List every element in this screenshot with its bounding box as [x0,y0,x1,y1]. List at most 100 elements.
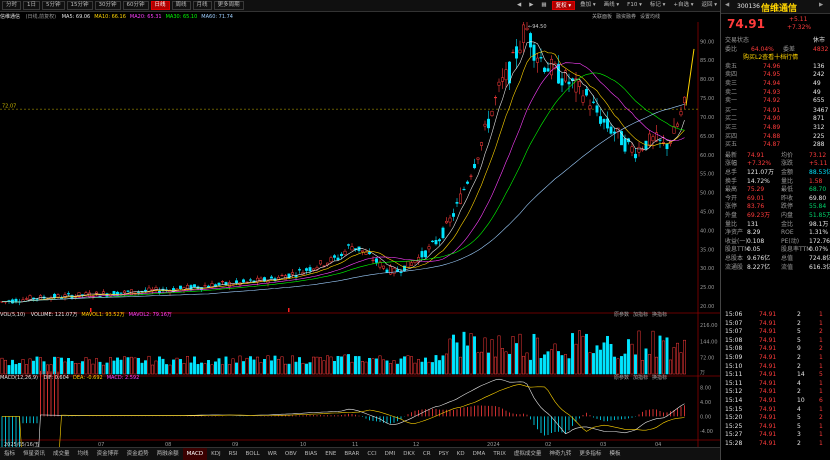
indicator-tab[interactable]: 虚拟成交量 [513,450,542,457]
volume-bar [480,351,483,375]
indicator-tab[interactable]: CCI [367,450,377,457]
period-tab[interactable]: 更多周期 [213,1,244,10]
indicator-tab[interactable]: 资金博弈 [96,450,119,457]
volume-bar [74,363,77,375]
volume-bar [364,361,368,375]
indicator-tab[interactable]: PSY [438,450,449,457]
price-tick: 85.00 [700,58,714,64]
quote-cell: 涨幅 [725,160,738,168]
volume-bar [109,357,112,375]
indicator-tab[interactable]: 两融余额 [156,450,179,457]
volume-bar [343,354,347,375]
indicator-tab[interactable]: DMI [384,450,396,457]
period-tab[interactable]: 1日 [23,1,41,10]
candle-body [595,105,599,113]
indicator-tab[interactable]: 神奇九转 [549,450,572,457]
volume-bar [158,356,161,375]
volume-bar [371,358,375,375]
tick-row: 15:12 74.91 2 1 [725,388,829,396]
grid-icon[interactable]: ▦ [541,2,547,8]
volume-bar [102,364,105,375]
indicator-tab[interactable]: 更多指标 [579,450,602,457]
volume-bar [340,356,343,375]
volume-bar [644,348,648,375]
panel-link[interactable]: 加指标 [633,312,649,318]
panel-link[interactable]: 换指标 [652,312,668,318]
back-arrow-icon[interactable]: ◀ [725,2,730,8]
date-tick: 10 [300,442,306,447]
period-tab[interactable]: 60分钟 [122,1,149,10]
indicator-tab[interactable]: CR [422,450,431,457]
volume-bar [133,357,137,375]
panel-link[interactable]: 关联面板 [592,14,613,20]
indicator-tab[interactable]: 资金趋势 [126,450,149,457]
macd-bars [1,370,685,447]
indicator-tab[interactable]: 均线 [77,450,89,457]
toolbar-action[interactable]: 叠加 ▾ [580,2,596,8]
indicator-tab[interactable]: MACD [182,447,208,460]
period-tab[interactable]: 15分钟 [66,1,93,10]
period-tab[interactable]: 5分钟 [42,1,65,10]
level2-row[interactable]: 购买L2查看十档行情 [725,54,829,62]
quote-cell: 74.91 [759,328,777,336]
period-tab[interactable]: 日线 [150,1,170,10]
quote-cell: 74.91 [759,311,777,318]
panel-link[interactable]: 原参数 [614,375,630,381]
date-label: 2025/05/16/五 [4,442,40,447]
back-icon[interactable]: ◀ [516,2,522,8]
panel-link[interactable]: 设置均线 [640,14,661,20]
indicator-tab[interactable]: BIAS [304,450,318,457]
stat-row: 总手 121.07万 金额 88.53亿 [725,169,830,177]
indicator-tab[interactable]: KD [456,450,465,457]
panel-link[interactable]: 原参数 [614,312,630,318]
period-tab[interactable]: 周线 [171,1,191,10]
toolbar-action[interactable]: 标记 ▾ [649,2,666,8]
candle-body [469,175,473,177]
indicator-tab[interactable]: KDJ [211,450,221,457]
candle-body [438,239,441,242]
indicator-tab[interactable]: 恒星资讯 [23,450,46,457]
volume-bar [175,357,179,375]
panel-link[interactable]: 融资融券 [616,14,637,20]
volume-bar [119,359,123,375]
candle-body [459,193,462,204]
candle-body [329,257,333,263]
toolbar-action[interactable]: 画线 ▾ [603,2,620,8]
indicator-tab[interactable]: DKX [403,450,415,457]
volume-bar [186,356,189,375]
quote-cell: 5 [819,371,823,379]
indicator-tab[interactable]: WR [267,450,277,457]
indicator-tab[interactable]: ENE [325,450,337,457]
bid-row: 买一 74.91 3467 [725,107,829,115]
indicator-tab[interactable]: OBV [284,450,297,457]
indicator-tab[interactable]: BOLL [245,450,260,457]
next-arrow-icon[interactable]: ▶ [819,2,824,8]
toolbar-action[interactable]: 复权 ▾ [551,1,576,10]
indicator-tab[interactable]: 模板 [609,450,621,457]
indicator-tab[interactable]: DMA [472,450,486,457]
toolbar-action[interactable]: +自选 ▾ [673,2,694,8]
volume-bar [473,336,476,375]
panel-link[interactable]: 换指标 [652,375,668,381]
forward-icon[interactable]: ▶ [529,2,534,8]
indicator-tab[interactable]: 成交量 [53,450,70,457]
candle-body [298,269,301,271]
toolbar-action[interactable]: F10 ▾ [627,2,642,8]
candle-body [137,291,140,293]
quote-cell: 最新 [725,151,738,159]
indicator-tab[interactable]: BRAR [344,450,360,457]
quote-cell: 74.91 [759,345,777,353]
indicator-tab[interactable]: 指标 [4,450,16,457]
toolbar-action[interactable]: 返回 ▾ [701,2,717,8]
period-tab[interactable]: 30分钟 [94,1,121,10]
quote-cell: 9 [797,345,801,353]
volume-bar [0,357,4,375]
panel-link[interactable]: 加指标 [633,375,649,381]
period-tab[interactable]: 分时 [2,1,22,10]
volume-bar [662,340,665,375]
bid-row: 买三 74.89 312 [725,124,829,132]
indicator-tab[interactable]: RSI [228,450,238,457]
indicator-tab[interactable]: TRIX [493,450,506,457]
candle-body [637,146,641,153]
period-tab[interactable]: 月线 [192,1,212,10]
